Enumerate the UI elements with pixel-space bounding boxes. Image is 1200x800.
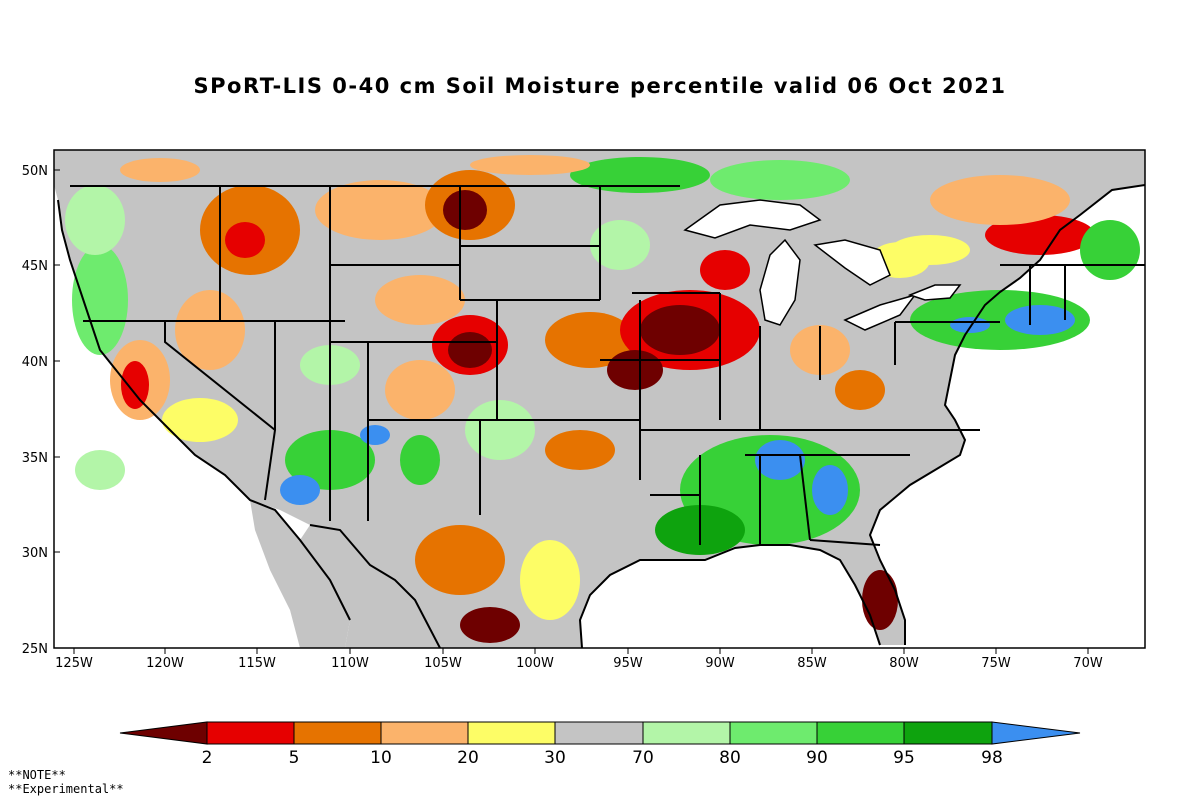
map-title: SPoRT-LIS 0-40 cm Soil Moisture percenti… — [193, 74, 1007, 98]
legend-bin — [642, 721, 731, 745]
lon-label: 110W — [331, 656, 369, 671]
map-frame — [53, 149, 1146, 649]
great-lakes — [683, 199, 962, 331]
legend-bin — [903, 721, 993, 745]
state-boundaries — [70, 185, 1145, 546]
mexico-land — [300, 525, 440, 648]
color-legend: 2 5 10 20 30 70 80 90 95 98 — [119, 721, 1081, 768]
lon-label: 70W — [1073, 656, 1103, 671]
lat-label: 30N — [22, 546, 48, 561]
legend-bin — [293, 721, 382, 745]
lat-label: 50N — [22, 164, 48, 179]
legend-bin — [816, 721, 905, 745]
lon-label: 115W — [238, 656, 276, 671]
lon-label: 105W — [424, 656, 462, 671]
legend-label: 95 — [893, 748, 915, 768]
legend-label: 80 — [719, 748, 741, 768]
lon-label: 75W — [981, 656, 1011, 671]
lat-label: 25N — [22, 642, 48, 657]
lon-label: 100W — [516, 656, 554, 671]
lon-label: 95W — [613, 656, 643, 671]
legend-bin — [119, 721, 208, 745]
lat-label: 40N — [22, 355, 48, 370]
legend-bin — [467, 721, 556, 745]
legend-label: 30 — [544, 748, 566, 768]
legend-bin — [380, 721, 469, 745]
legend-label: 5 — [289, 748, 300, 768]
legend-bin — [554, 721, 644, 745]
experimental-label: **Experimental** — [8, 782, 124, 796]
legend-label: 20 — [457, 748, 479, 768]
legend-label: 2 — [202, 748, 213, 768]
lat-label: 35N — [22, 451, 48, 466]
baja-land — [250, 500, 350, 648]
latitude-axis: 50N 45N 40N 35N 30N 25N — [22, 164, 60, 657]
lon-label: 120W — [146, 656, 184, 671]
lat-label: 45N — [22, 259, 48, 274]
lon-label: 90W — [705, 656, 735, 671]
lon-label: 80W — [889, 656, 919, 671]
coastline — [57, 184, 1145, 648]
legend-label: 10 — [370, 748, 392, 768]
legend-bin — [729, 721, 818, 745]
lon-label: 125W — [55, 656, 93, 671]
legend-bin — [991, 721, 1081, 745]
note-label: **NOTE** — [8, 768, 66, 782]
longitude-axis: 125W 120W 115W 110W 105W 100W 95W 90W 85… — [55, 648, 1103, 671]
lon-label: 85W — [797, 656, 827, 671]
legend-bin — [206, 721, 295, 745]
legend-label: 70 — [632, 748, 654, 768]
legend-label: 90 — [806, 748, 828, 768]
moisture-zones — [65, 155, 1140, 643]
legend-label: 98 — [981, 748, 1003, 768]
